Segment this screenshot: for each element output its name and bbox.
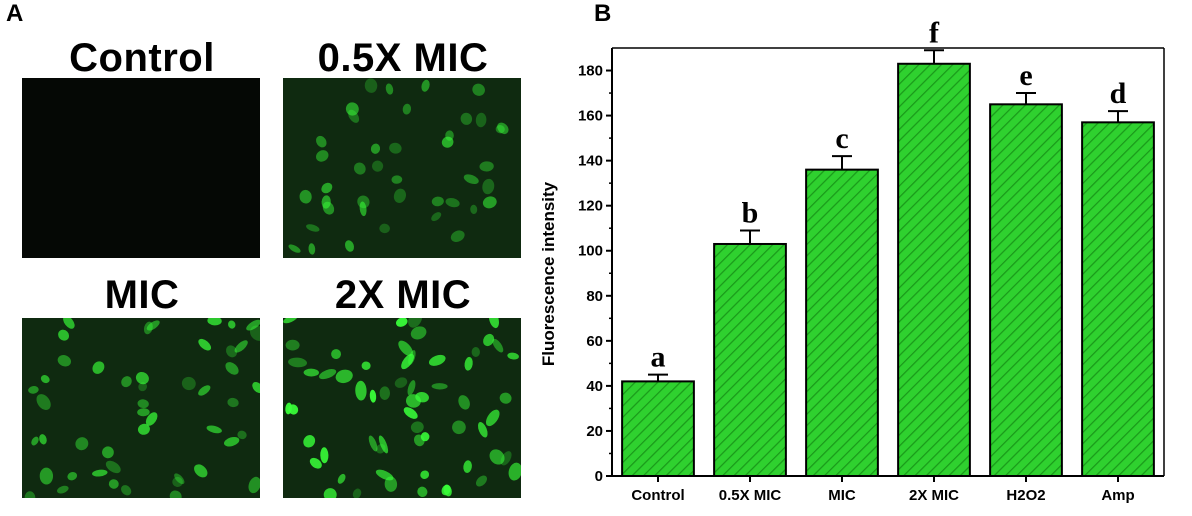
x-tick-label: H2O2 [1006, 487, 1045, 504]
y-tick-label: 140 [578, 153, 603, 170]
bar [621, 380, 695, 477]
micrograph-half-mic [283, 78, 521, 258]
significance-label: f [929, 16, 940, 49]
y-tick-label: 180 [578, 63, 603, 80]
significance-label: c [835, 122, 848, 155]
bar-chart: 0 20 40 60 80 100 120 140 160 180 Fluorescence int… [539, 16, 1165, 504]
y-axis-label: Fluorescence intensity [539, 181, 558, 366]
y-tick-label: 20 [586, 423, 603, 440]
x-tick-label: MIC [828, 487, 856, 504]
micro-title-half-mic: 0.5X MIC [317, 36, 489, 80]
micro-title-2x-mic: 2X MIC [334, 273, 472, 317]
panel-b-label: B [594, 0, 612, 27]
y-tick-label: 60 [586, 333, 603, 350]
y-tick-label: 80 [586, 288, 603, 305]
x-tick-label: 2X MIC [909, 487, 959, 504]
y-tick-label: 100 [578, 243, 603, 260]
significance-label: d [1110, 77, 1127, 110]
x-tick-label: Control [631, 487, 684, 504]
micrograph-control [22, 78, 260, 258]
x-tick-label: 0.5X MIC [719, 487, 782, 504]
y-tick-label: 0 [595, 468, 603, 485]
significance-label: a [651, 341, 666, 374]
micro-title-control: Control [69, 36, 215, 80]
bar [805, 168, 879, 477]
micrograph-2x-mic [283, 318, 521, 498]
y-tick-label: 120 [578, 198, 603, 215]
bar [897, 62, 971, 477]
significance-label: e [1019, 59, 1032, 92]
y-tick-label: 160 [578, 108, 603, 125]
panel-a-label: A [6, 0, 24, 27]
micrograph-mic [22, 318, 260, 498]
bar [713, 242, 787, 477]
x-tick-label: Amp [1101, 487, 1134, 504]
y-tick-label: 40 [586, 378, 603, 395]
bar [989, 103, 1063, 477]
significance-label: b [742, 196, 759, 229]
bar [1081, 121, 1155, 477]
micro-title-mic: MIC [104, 273, 180, 317]
